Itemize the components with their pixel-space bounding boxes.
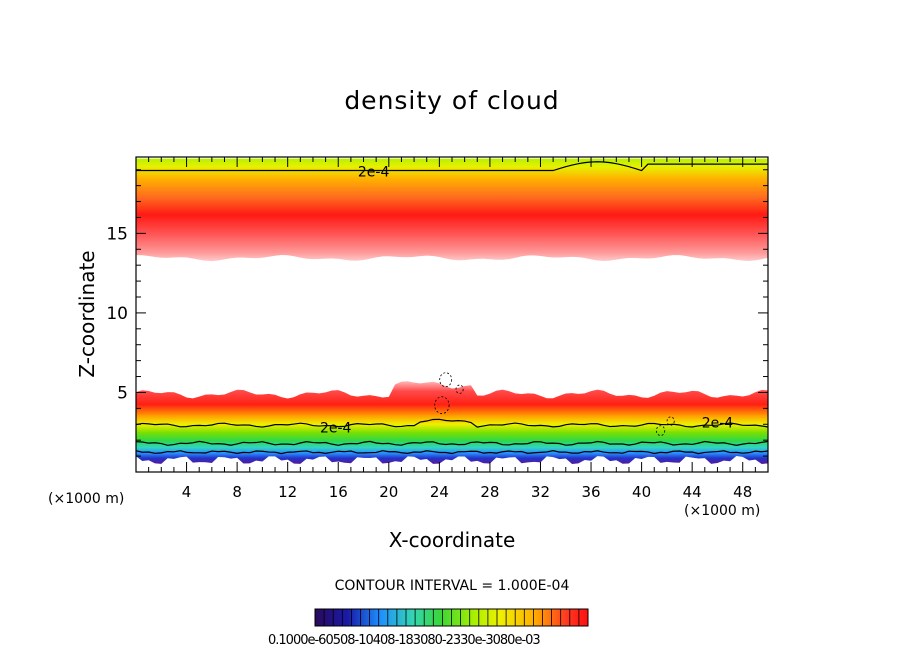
y-axis-label: Z-coordinate <box>75 250 99 378</box>
x-tick-label: 36 <box>581 483 600 501</box>
x-tick-label: 4 <box>182 483 192 501</box>
convective-contour <box>666 416 675 426</box>
x-unit-label-right: (×1000 m) <box>684 503 761 519</box>
convective-contour <box>434 396 450 414</box>
x-tick-label: 40 <box>632 483 651 501</box>
x-tick-label: 12 <box>278 483 297 501</box>
colorbar <box>314 608 589 627</box>
x-tick-label: 48 <box>733 483 752 501</box>
x-tick-label: 16 <box>329 483 348 501</box>
convective-contour <box>439 372 453 388</box>
contour-label: 2e-4 <box>702 416 734 432</box>
contour-line-lower-3 <box>135 449 769 455</box>
contour-line-lower-2 <box>135 440 769 446</box>
convective-contour <box>455 384 464 394</box>
contour-line-lower-1 <box>135 418 769 428</box>
colorbar-tick-labels: 0.1000e-60508-10408-183080-2330e-3080e-0… <box>268 633 541 648</box>
x-tick-label: 24 <box>430 483 449 501</box>
x-axis-label: X-coordinate <box>388 528 516 552</box>
cloud-layer-lower <box>136 381 768 465</box>
y-tick-label: 5 <box>117 383 128 403</box>
x-tick-label: 28 <box>480 483 499 501</box>
convective-contour <box>655 425 666 436</box>
contour-interval-label: CONTOUR INTERVAL = 1.000E-04 <box>334 578 570 594</box>
x-tick-label: 44 <box>683 483 702 501</box>
contour-label: 2e-4 <box>320 420 352 436</box>
x-tick-label: 32 <box>531 483 550 501</box>
contour-line-upper <box>136 161 768 172</box>
y-tick-label: 10 <box>106 304 128 324</box>
x-unit-label-left: (×1000 m) <box>48 491 125 507</box>
x-tick-label: 8 <box>232 483 242 501</box>
contour-label: 2e-4 <box>358 164 390 180</box>
y-tick-label: 15 <box>106 224 128 244</box>
x-tick-label: 20 <box>379 483 398 501</box>
chart-title: density of cloud <box>344 86 560 115</box>
cloud-layer-upper <box>136 158 768 262</box>
